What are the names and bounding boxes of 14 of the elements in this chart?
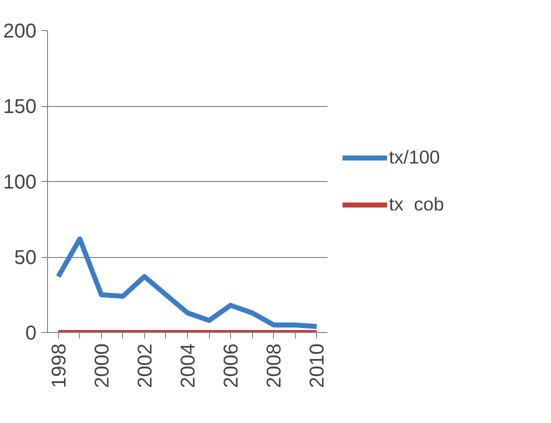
x-tick-label: 1998 [48, 343, 70, 388]
x-tick-label: 2006 [220, 343, 243, 388]
x-tick-label: 2002 [134, 343, 156, 388]
y-tick-label: 150 [3, 96, 37, 118]
x-tick-label: 2008 [264, 343, 286, 388]
y-tick-label: 50 [14, 247, 37, 269]
y-tick-label: 100 [3, 172, 37, 194]
x-tick-label: 2010 [306, 343, 329, 388]
y-tick-label: 0 [25, 322, 36, 344]
x-tick-label: 2004 [178, 343, 200, 388]
legend-label: tx cob [389, 194, 444, 216]
legend-label: tx/100 [389, 146, 440, 168]
y-tick-label: 200 [3, 20, 37, 42]
x-tick-label: 2000 [91, 343, 114, 388]
